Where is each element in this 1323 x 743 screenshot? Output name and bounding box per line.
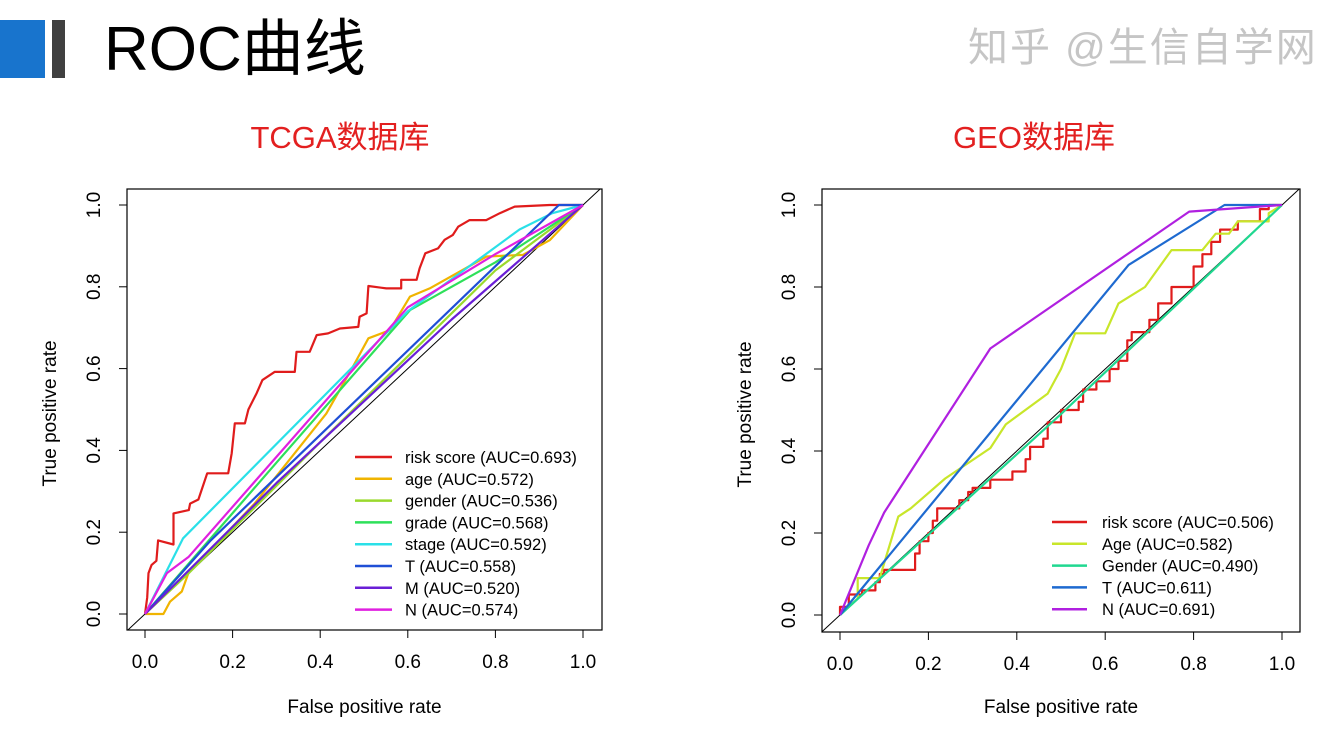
legend-item: risk score (AUC=0.693) (355, 449, 577, 467)
header-accent-block (0, 20, 45, 78)
y-tick-label: 1.0 (84, 192, 105, 218)
x-tick-label: 0.8 (1180, 654, 1206, 675)
x-axis-label: False positive rate (287, 697, 441, 718)
chart-2: GEO数据库 0.0 0.2 0.4 0.6 0.8 1.0 0.0 0.2 0.4 0.6 0.8 1… (735, 120, 1301, 718)
legend-item: gender (AUC=0.536) (355, 493, 558, 511)
y-tick-label: 0.6 (779, 356, 800, 382)
y-axis-label: True positive rate (735, 341, 756, 487)
x-tick-label: 0.6 (395, 652, 421, 673)
reference-diagonal-line (127, 189, 601, 630)
roc-curve-8 (144, 204, 584, 615)
legend: risk score (AUC=0.506) Age (AUC=0.582) Gen… (1052, 514, 1274, 619)
legend-label: N (AUC=0.574) (405, 602, 518, 620)
legend-item: stage (AUC=0.592) (355, 536, 547, 554)
plot-area (127, 189, 601, 630)
watermark: 知乎 @生信自学网 (968, 26, 1318, 70)
legend-label: age (AUC=0.572) (405, 471, 534, 489)
x-tick-label: 0.4 (307, 652, 334, 673)
y-tick-label: 0.8 (779, 274, 800, 300)
legend-item: Age (AUC=0.582) (1052, 536, 1233, 554)
legend-item: risk score (AUC=0.506) (1052, 514, 1274, 532)
reference-diagonal-line (822, 189, 1300, 632)
roc-curve-3 (839, 204, 1283, 616)
roc-curve-6 (144, 203, 583, 615)
roc-curve-5 (838, 203, 1283, 616)
roc-curve-2 (839, 204, 1283, 616)
legend-item: Gender (AUC=0.490) (1052, 558, 1258, 576)
legend-item: N (AUC=0.691) (1052, 601, 1215, 619)
roc-curve-1 (838, 203, 1282, 615)
y-tick-label: 0.0 (779, 602, 800, 628)
legend-item: N (AUC=0.574) (355, 602, 518, 620)
legend-item: M (AUC=0.520) (355, 580, 520, 598)
roc-curve-5 (144, 203, 584, 615)
legend-label: Gender (AUC=0.490) (1102, 558, 1258, 576)
y-tick-label: 0.0 (84, 601, 105, 627)
chart-title: TCGA数据库 (250, 120, 429, 155)
x-tick-label: 0.8 (482, 652, 508, 673)
y-tick-label: 0.8 (84, 274, 105, 300)
x-tick-label: 0.2 (915, 654, 941, 675)
legend-label: T (AUC=0.611) (1102, 579, 1212, 597)
x-tick-label: 1.0 (1269, 654, 1295, 675)
x-tick-label: 0.0 (132, 652, 158, 673)
chart-1: TCGA数据库 0.0 0.2 0.4 0.6 0.8 1.0 0.0 0.2 0.4 0.6 0.8… (40, 120, 603, 718)
roc-curve-7 (144, 204, 584, 615)
x-axis-label: False positive rate (984, 697, 1138, 718)
x-tick-label: 0.2 (219, 652, 245, 673)
y-tick-label: 1.0 (779, 192, 800, 218)
roc-curve-4 (839, 203, 1282, 616)
x-tick-label: 0.4 (1004, 654, 1031, 675)
legend-label: stage (AUC=0.592) (405, 536, 547, 554)
legend-label: M (AUC=0.520) (405, 580, 520, 598)
plot-frame (821, 188, 1301, 633)
y-tick-label: 0.6 (84, 355, 105, 381)
legend-item: grade (AUC=0.568) (355, 514, 549, 532)
x-tick-label: 1.0 (570, 652, 596, 673)
x-tick-label: 0.0 (827, 654, 853, 675)
plot-frame (126, 188, 603, 631)
legend-label: risk score (AUC=0.506) (1102, 514, 1274, 532)
legend-item: T (AUC=0.558) (355, 558, 516, 576)
header-accent-bar (52, 20, 65, 78)
legend-item: age (AUC=0.572) (355, 471, 534, 489)
roc-curve-3 (144, 204, 584, 615)
legend: risk score (AUC=0.693) age (AUC=0.572) gen… (355, 449, 577, 620)
y-tick-label: 0.2 (84, 519, 105, 545)
y-axis-label: True positive rate (40, 340, 61, 486)
chart-title: GEO数据库 (953, 120, 1115, 155)
page-title: ROC曲线 (104, 15, 366, 84)
legend-label: Age (AUC=0.582) (1102, 536, 1233, 554)
plot-area (822, 189, 1300, 632)
y-tick-label: 0.4 (779, 437, 800, 464)
legend-label: T (AUC=0.558) (405, 558, 516, 576)
y-tick-label: 0.4 (84, 437, 105, 464)
roc-curve-1 (143, 203, 583, 615)
legend-item: T (AUC=0.611) (1052, 579, 1212, 597)
legend-label: grade (AUC=0.568) (405, 514, 549, 532)
legend-label: gender (AUC=0.536) (405, 493, 558, 511)
legend-label: risk score (AUC=0.693) (405, 449, 577, 467)
legend-label: N (AUC=0.691) (1102, 601, 1215, 619)
x-tick-label: 0.6 (1092, 654, 1118, 675)
y-tick-label: 0.2 (779, 520, 800, 546)
